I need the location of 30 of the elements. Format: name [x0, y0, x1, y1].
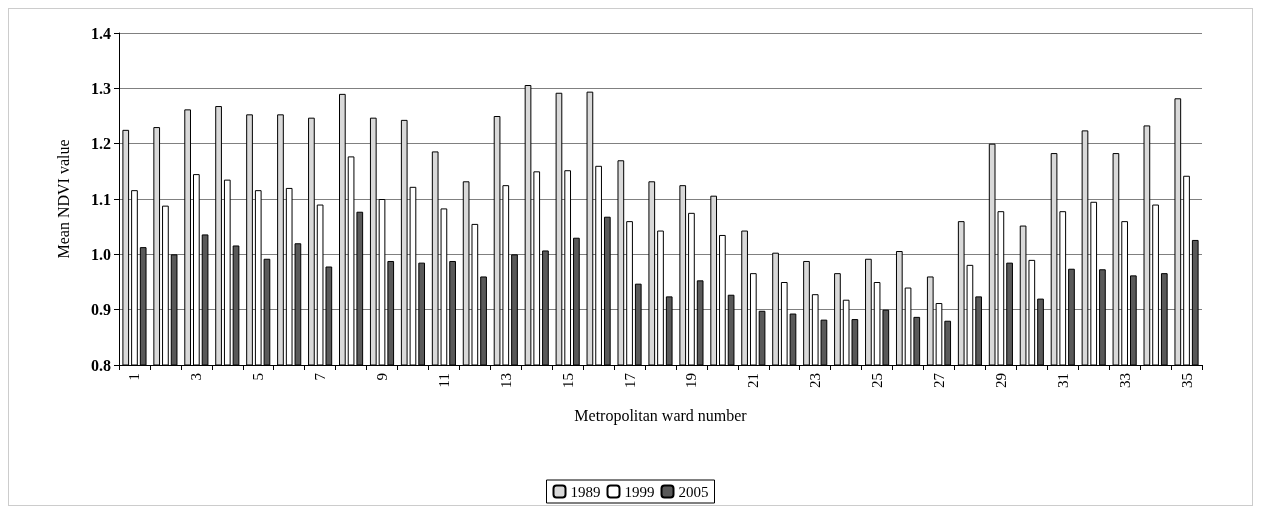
x-tick-label: 25 — [869, 373, 886, 388]
legend-label: 1989 — [570, 483, 601, 500]
x-tick-label: 1 — [126, 373, 143, 381]
x-tick-label: 7 — [312, 372, 329, 381]
y-tick-label: 1.4 — [91, 24, 111, 42]
x-tick-label: 27 — [930, 372, 947, 388]
y-axis-title: Mean NDVI value — [54, 139, 72, 259]
x-tick-label: 21 — [745, 373, 762, 388]
x-tick-label: 19 — [683, 373, 700, 388]
x-tick-label: 31 — [1054, 373, 1071, 388]
y-tick-label: 0.9 — [91, 301, 111, 319]
x-tick-label: 17 — [621, 372, 638, 388]
x-tick-label: 11 — [435, 373, 452, 388]
x-tick-label: 9 — [374, 373, 391, 381]
x-tick-label: 3 — [188, 373, 205, 381]
legend-label: 2005 — [678, 483, 709, 500]
x-tick-label: 13 — [497, 373, 514, 388]
legend-label: 1999 — [624, 483, 655, 500]
x-tick-label: 35 — [1178, 373, 1195, 388]
x-tick-label: 23 — [807, 373, 824, 388]
y-tick-label: 1.1 — [91, 190, 111, 208]
y-tick-label: 1.0 — [91, 245, 111, 263]
x-tick-label: 29 — [992, 373, 1009, 388]
x-tick-label: 15 — [559, 373, 576, 388]
y-tick-label: 1.3 — [91, 79, 111, 97]
x-axis-title: Metropolitan ward number — [574, 406, 748, 425]
x-tick-label: 33 — [1116, 373, 1133, 388]
y-tick-label: 0.8 — [91, 356, 111, 374]
x-tick-label: 5 — [250, 373, 267, 381]
y-tick-label: 1.2 — [91, 135, 111, 153]
